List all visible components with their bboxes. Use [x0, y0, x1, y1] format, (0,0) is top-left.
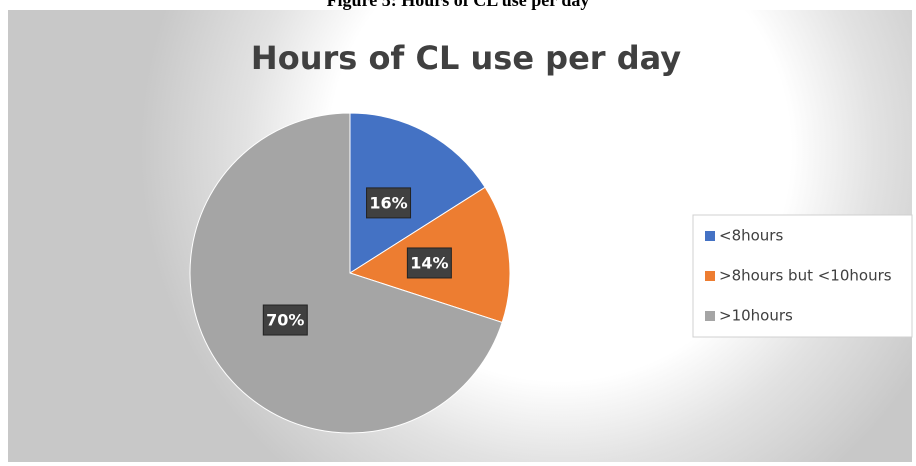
data-label-box: [406, 247, 452, 279]
legend-label: >8hours but <10hours: [719, 267, 892, 285]
data-label-box: [262, 304, 308, 336]
figure-caption: Figure 5: Hours of CL use per day: [327, 0, 590, 10]
data-label: 70%: [266, 311, 304, 330]
chart-title: Hours of CL use per day: [251, 39, 681, 77]
pie-slice: [349, 112, 486, 274]
legend-swatch: [705, 271, 715, 281]
data-label: 14%: [410, 253, 448, 272]
legend-swatch: [705, 231, 715, 241]
pie-slice: [189, 112, 503, 434]
data-label-box: [366, 187, 412, 219]
legend-label: >10hours: [719, 307, 793, 325]
legend-box: [692, 214, 913, 338]
data-label: 16%: [369, 193, 407, 212]
legend-label: <8hours: [719, 227, 783, 245]
legend-swatch: [705, 311, 715, 321]
